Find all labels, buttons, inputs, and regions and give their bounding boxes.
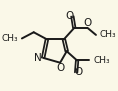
Text: O: O — [75, 67, 83, 77]
Text: O: O — [84, 18, 92, 28]
Text: O: O — [57, 63, 65, 73]
Text: CH₃: CH₃ — [93, 56, 110, 65]
Text: CH₃: CH₃ — [2, 34, 18, 43]
Text: CH₃: CH₃ — [100, 30, 116, 39]
Text: O: O — [65, 11, 74, 21]
Text: N: N — [34, 53, 42, 63]
